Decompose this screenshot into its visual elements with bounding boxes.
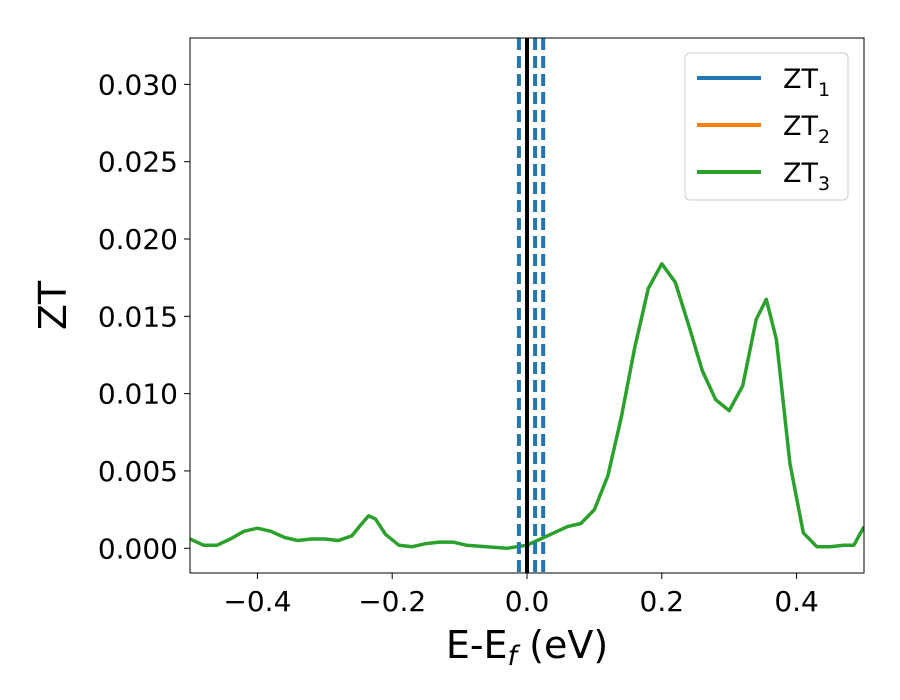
- y-tick-label: 0.010: [98, 378, 178, 411]
- legend-label: ZT1: [783, 64, 830, 101]
- legend-label: ZT2: [783, 111, 830, 148]
- legend-box: [684, 52, 849, 201]
- x-tick-label: 0.4: [774, 585, 819, 618]
- y-tick-label: 0.025: [98, 146, 178, 179]
- legend: ZT1 ZT2 ZT3: [684, 52, 849, 201]
- legend-label: ZT3: [783, 158, 830, 195]
- x-tick-label: −0.4: [223, 585, 291, 618]
- y-tick-label: 0.020: [98, 223, 178, 256]
- y-tick-label: 0.005: [98, 455, 178, 488]
- x-tick-label: 0.0: [505, 585, 550, 618]
- y-tick-label: 0.015: [98, 300, 178, 333]
- y-tick-label: 0.000: [98, 532, 178, 565]
- y-axis-label: ZT: [31, 280, 75, 330]
- x-tick-label: 0.2: [640, 585, 685, 618]
- y-tick-label: 0.030: [98, 68, 178, 101]
- x-tick-label: −0.2: [358, 585, 426, 618]
- x-axis-label: E-Ef (eV): [446, 623, 608, 672]
